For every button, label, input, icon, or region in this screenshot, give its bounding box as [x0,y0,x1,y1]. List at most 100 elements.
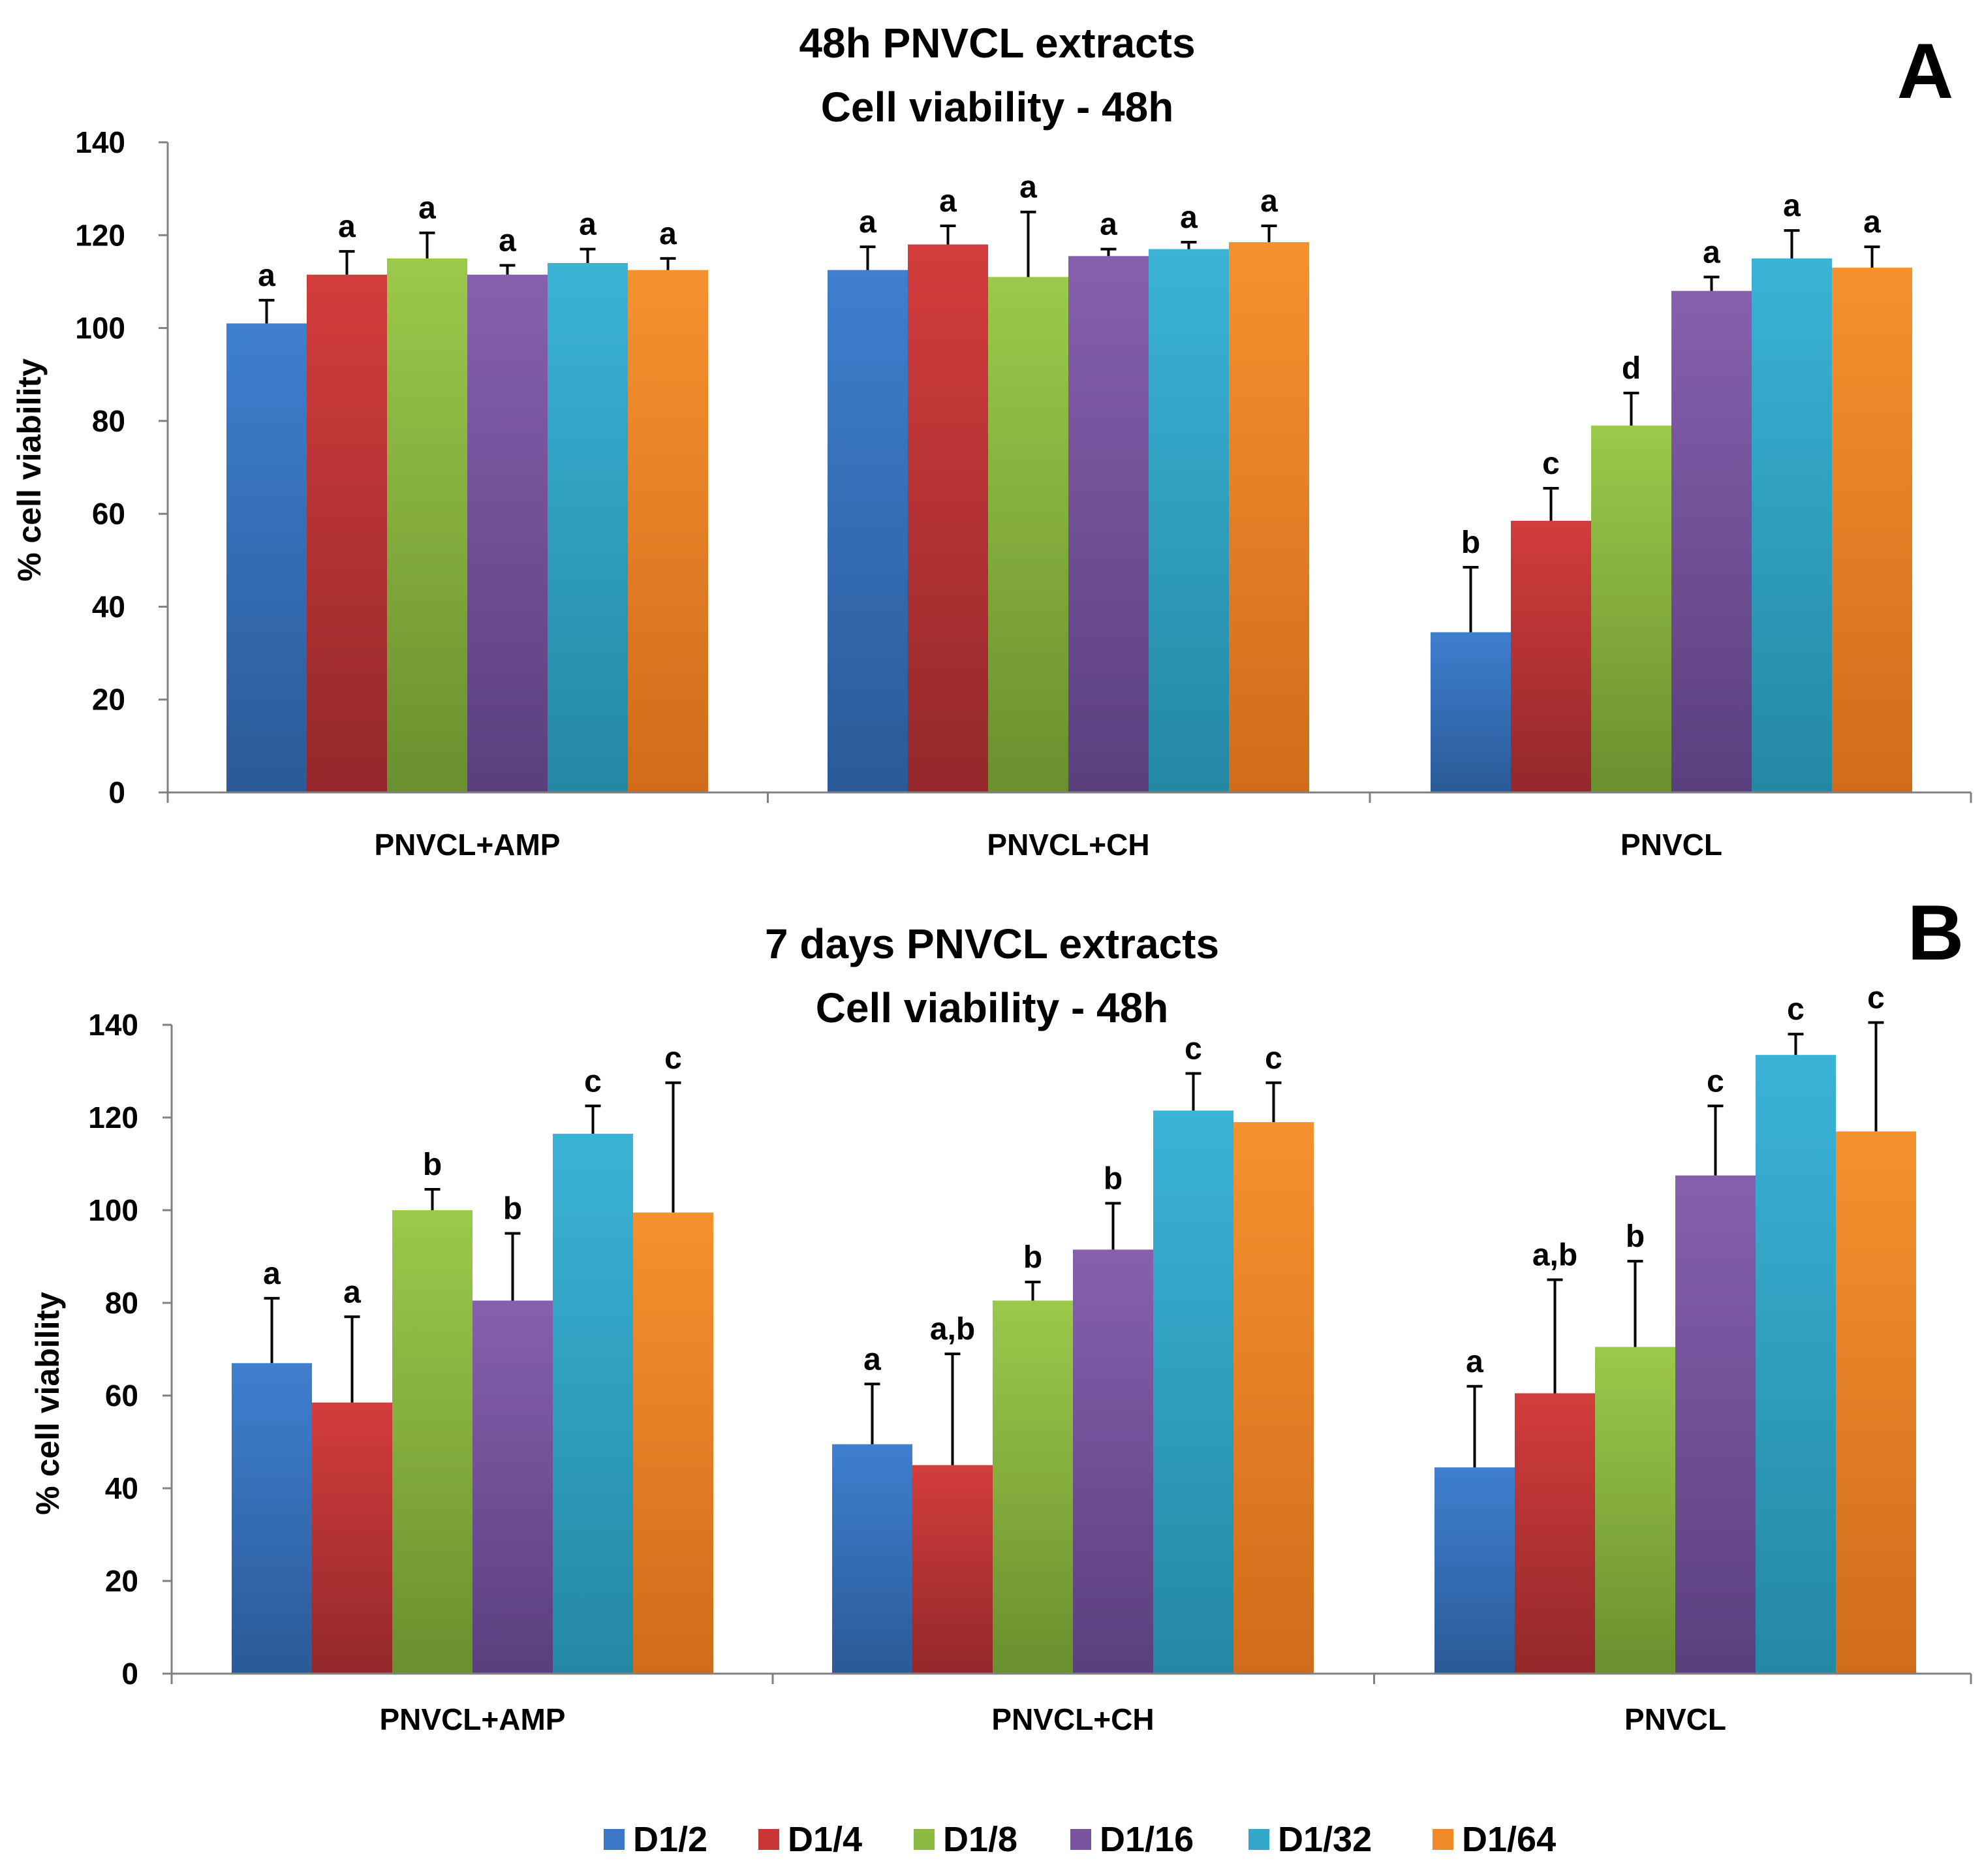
panel-a-bar-pnvcl-amp-d1-32 [548,262,628,792]
panel-a-significance-label: a [579,208,597,242]
panel-b-significance-label: c [1787,992,1805,1027]
panel-a-significance-label: a [258,258,275,293]
panel-a-bar-pnvcl-ch-d1-4 [908,244,988,792]
panel-b-significance-label: a [263,1257,281,1291]
panel-a-bar-pnvcl-d1-4 [1511,520,1591,792]
legend-swatch-d1-8 [914,1829,935,1850]
panel-a-significance-label: c [1542,446,1560,481]
panel-a-y-tick-label: 120 [75,218,125,252]
legend-label-d1-64: D1/64 [1462,1820,1556,1859]
panel-b-significance-label: c [1707,1064,1724,1099]
panel-a-category-label: PNVCL+CH [987,828,1149,862]
legend-label-d1-8: D1/8 [943,1820,1017,1859]
panel-b-plot-area: a a a a a,b a,b b b b b b c c c c c c c 0 20 40 60 80 100 120 140… [88,980,1972,1736]
legend-swatch-d1-2 [604,1829,625,1850]
panel-b-y-tick-label: 100 [88,1193,138,1227]
panel-a-significance-label: b [1461,525,1480,560]
panel-a-significance-label: a [1783,189,1801,223]
panel-b-y-tick-label: 60 [105,1379,138,1413]
legend-label-d1-32: D1/32 [1278,1820,1372,1859]
legend-swatch-d1-16 [1070,1829,1091,1850]
legend-label-d1-2: D1/2 [633,1820,707,1859]
legend-item-d1-4: D1/4 [758,1820,862,1859]
panel-b-bar-pnvcl-d1-2 [1434,1467,1515,1674]
panel-a-bar-pnvcl-amp-d1-64 [628,270,708,793]
panel-a-significance-label: a [499,224,516,258]
panel-a-significance-label: a [338,210,356,244]
panel-b-category-label: PNVCL+AMP [380,1702,566,1736]
panel-b-bar-pnvcl-ch-d1-64 [1233,1122,1314,1674]
panel-b-bar-pnvcl-amp-d1-4 [312,1402,392,1674]
panel-a-bar-pnvcl-d1-32 [1752,258,1832,792]
panel-b-bar-pnvcl-ch-d1-16 [1073,1249,1153,1674]
panel-b-y-tick-label: 140 [88,1008,138,1042]
panel-a-title-line1: 48h PNVCL extracts [799,20,1195,67]
panel-a-significance-label: a [939,184,957,219]
panel-b-category-label: PNVCL+CH [991,1702,1154,1736]
panel-a-significance-label: a [1100,208,1117,242]
panel-b-significance-label: c [584,1064,602,1099]
legend-swatch-d1-64 [1433,1829,1453,1850]
panel-b-title-line1: 7 days PNVCL extracts [765,920,1219,967]
panel-a-letter: A [1897,27,1954,115]
legend-swatch-d1-4 [758,1829,779,1850]
panel-a-significance-label: a [1260,184,1278,219]
panel-b-y-tick-label: 80 [105,1286,138,1320]
panel-b-category-label: PNVCL [1624,1702,1726,1736]
panel-b-bar-pnvcl-ch-d1-2 [832,1444,912,1674]
panel-a-y-tick-label: 100 [75,311,125,345]
panel-b-bar-pnvcl-d1-64 [1836,1131,1916,1674]
panel-b-significance-label: a [1466,1345,1483,1379]
legend-item-d1-64: D1/64 [1433,1820,1556,1859]
panel-a-bar-pnvcl-ch-d1-16 [1068,256,1149,792]
panel-b-significance-label: b [1104,1161,1123,1196]
panel-a-y-tick-label: 40 [92,589,125,623]
panel-b-bar-pnvcl-amp-d1-16 [473,1300,553,1674]
panel-a-plot-area: a a b a a c a a d a a a a a a a a a 0 20 40 60 80 100 120 140 PNVC… [75,125,1972,862]
panel-a-bar-pnvcl-ch-d1-32 [1149,249,1229,793]
panel-a-significance-label: a [1703,235,1720,270]
panel-a-bar-pnvcl-d1-2 [1431,632,1511,792]
panel-a-category-label: PNVCL+AMP [375,828,561,862]
panel-b-significance-label: a,b [1532,1238,1577,1273]
panel-a-bar-pnvcl-amp-d1-2 [226,323,307,792]
panel-b-y-axis-label: % cell viability [29,1292,66,1515]
panel-b-significance-label: c [1867,980,1885,1015]
panel-a-significance-label: a [1863,205,1881,240]
legend-label-d1-4: D1/4 [788,1820,862,1859]
panel-a-y-tick-label: 60 [92,497,125,531]
panel-b-bar-pnvcl-amp-d1-2 [232,1363,312,1674]
panel-b-bar-pnvcl-ch-d1-4 [912,1465,993,1674]
panel-b-bar-pnvcl-amp-d1-64 [633,1212,713,1674]
panel-b-bar-pnvcl-d1-16 [1675,1175,1756,1674]
panel-b-significance-label: c [1185,1032,1202,1067]
panel-a-y-tick-label: 80 [92,404,125,438]
panel-b-bar-pnvcl-d1-32 [1756,1055,1836,1674]
panel-b-y-tick-label: 40 [105,1471,138,1505]
panel-a-bar-pnvcl-ch-d1-8 [988,277,1068,792]
panel-b-y-tick-label: 20 [105,1564,138,1598]
legend-item-d1-2: D1/2 [604,1820,707,1859]
panel-a-significance-label: a [1019,170,1037,205]
panel-a-significance-label: a [659,217,677,251]
panel-b-significance-label: b [1626,1219,1645,1254]
panel-a-bar-pnvcl-amp-d1-16 [467,274,548,792]
panel-b-significance-label: a [863,1342,881,1377]
panel-a-significance-label: a [1180,200,1198,235]
panel-a-bar-pnvcl-d1-8 [1591,425,1671,792]
panel-a-bar-pnvcl-ch-d1-64 [1229,242,1309,792]
panel-b-significance-label: b [423,1148,442,1182]
panel-b-y-tick-label: 120 [88,1101,138,1134]
legend-swatch-d1-32 [1248,1829,1269,1850]
panel-b-y-tick-label: 0 [121,1657,138,1691]
panel-a-y-tick-label: 20 [92,683,125,717]
legend: D1/2 D1/4 D1/8 D1/16 D1/32 D1/64 [604,1820,1556,1859]
panel-b-significance-label: c [1265,1041,1282,1076]
panel-b-bar-pnvcl-amp-d1-8 [392,1210,473,1674]
panel-b-significance-label: c [664,1041,682,1076]
panel-a-significance-label: d [1622,351,1641,386]
panel-a-title-line2: Cell viability - 48h [821,84,1174,131]
panel-b-bar-pnvcl-ch-d1-8 [993,1300,1073,1674]
panel-a-y-axis-label: % cell viability [11,358,48,582]
panel-b-significance-label: a,b [930,1312,975,1347]
